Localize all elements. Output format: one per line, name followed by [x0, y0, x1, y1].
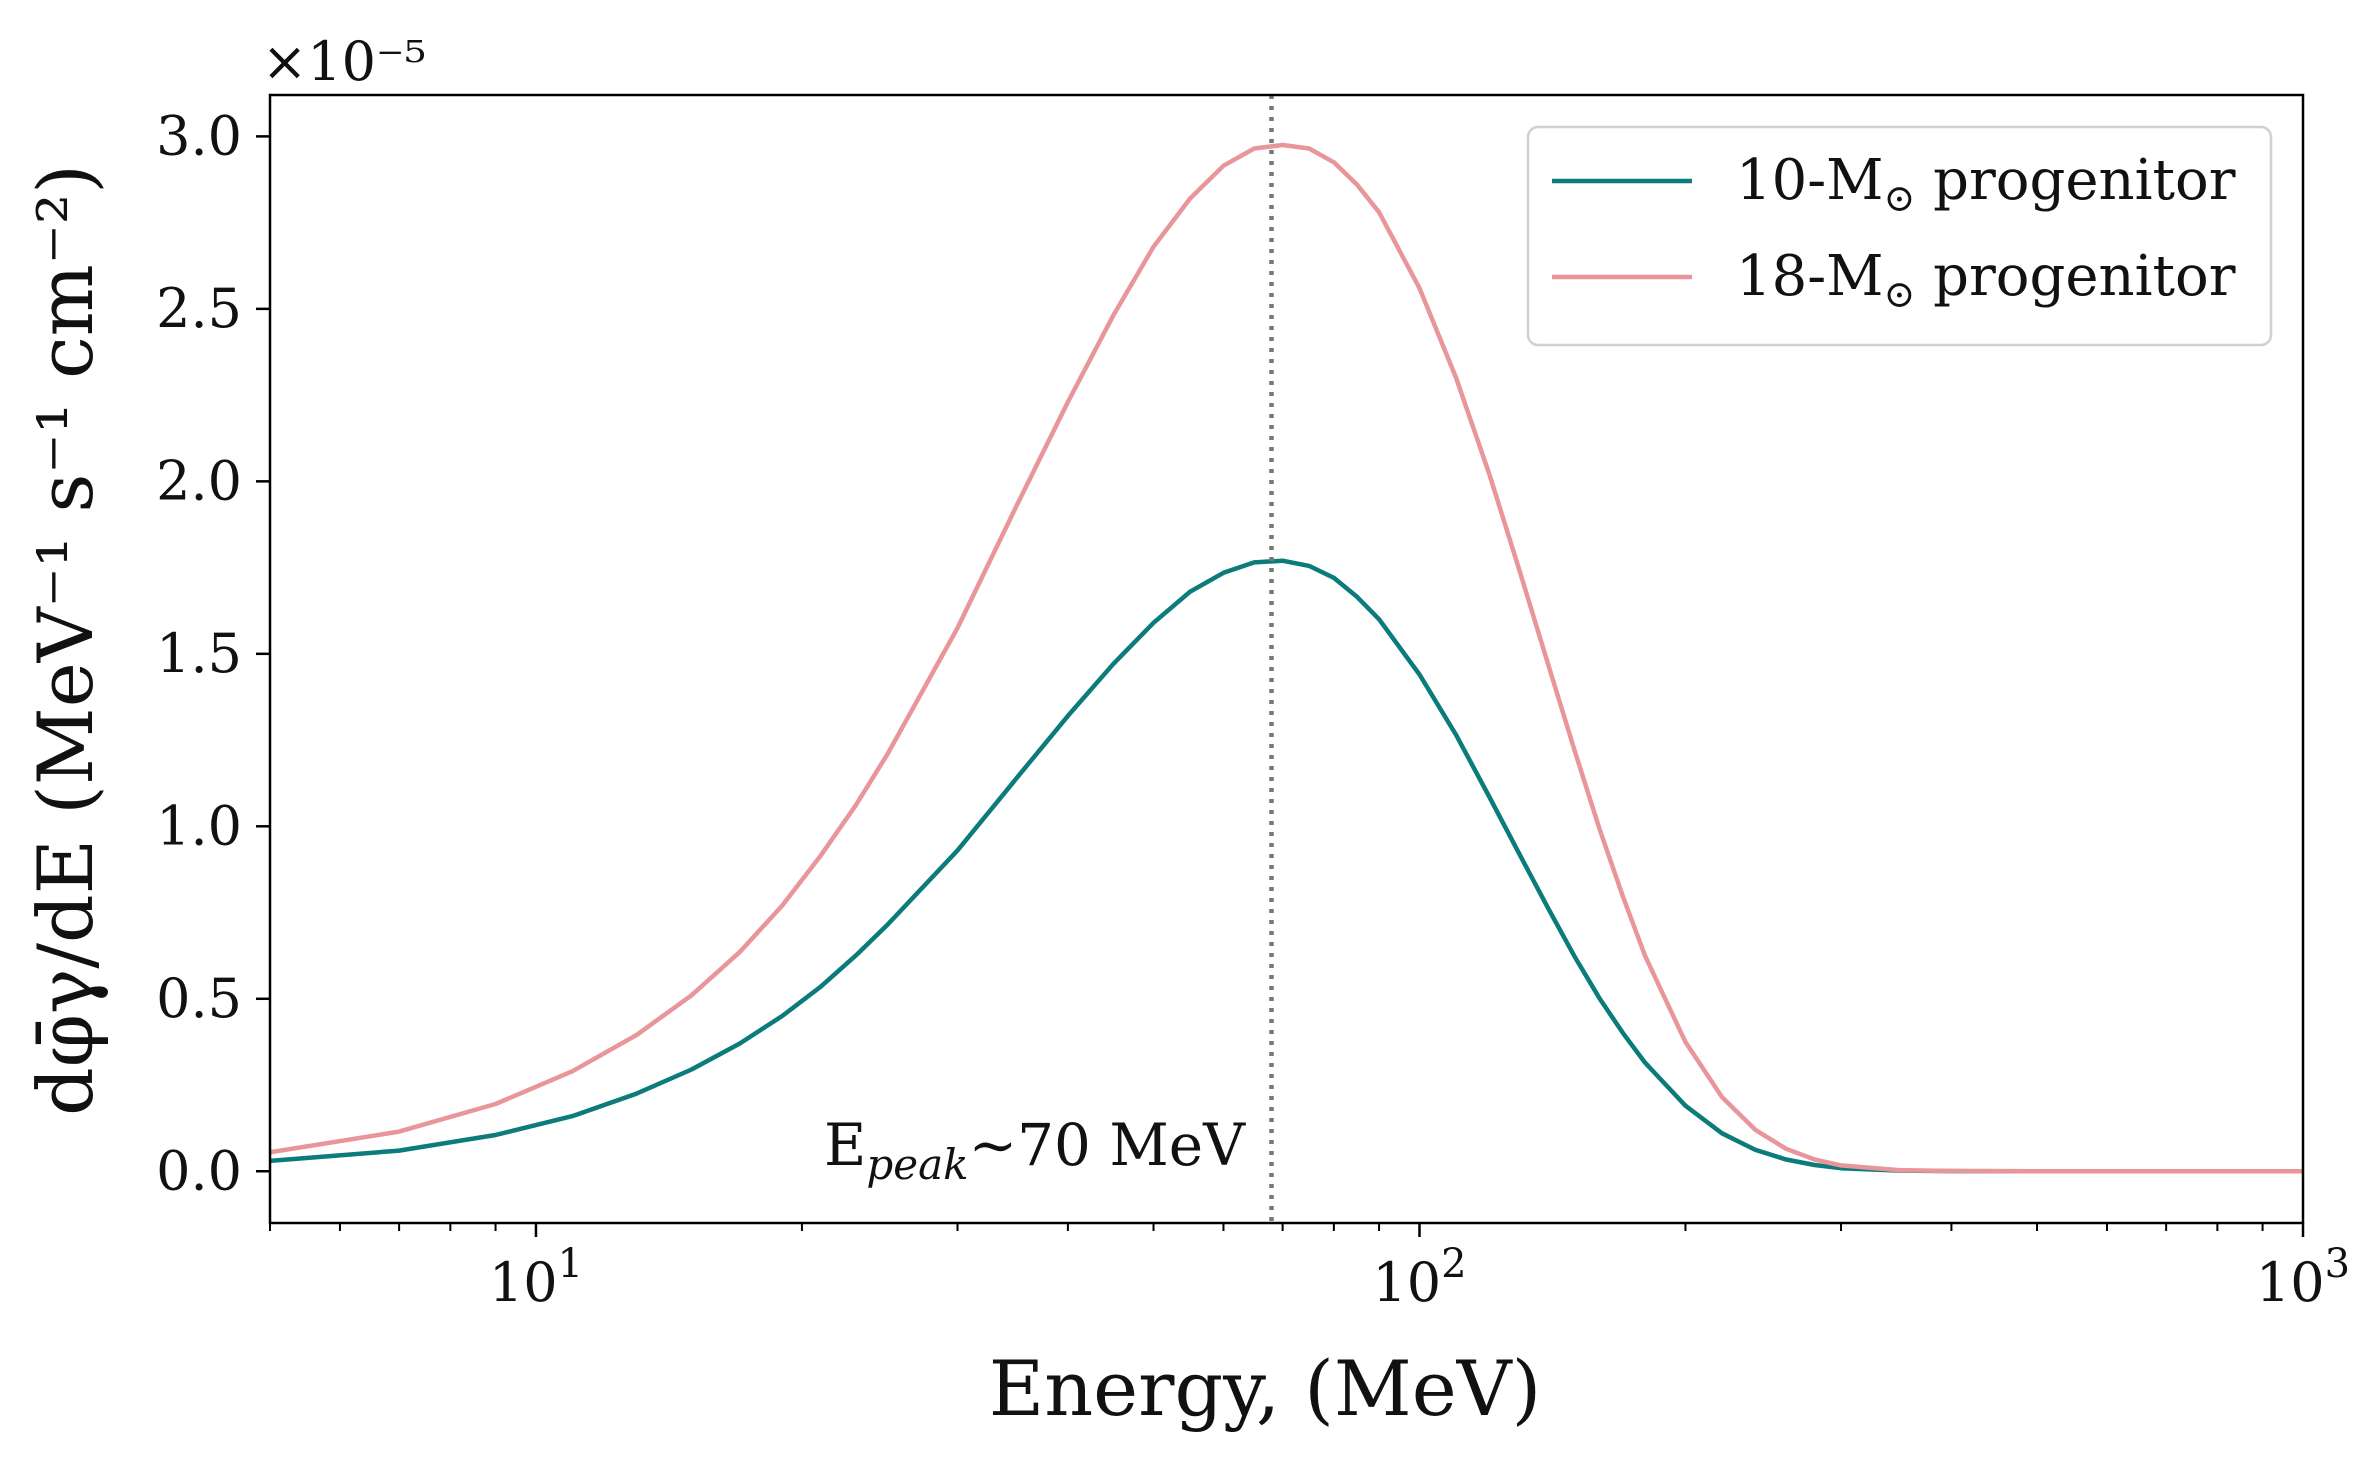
- plot-frame: [268, 93, 2305, 1225]
- y-tick-label: 0.5: [156, 967, 242, 1030]
- x-axis-title: Energy, (MeV): [989, 1344, 1542, 1433]
- y-axis-multiplier: ×10⁻⁵: [262, 30, 426, 93]
- x-tick-label: 103: [2256, 1241, 2350, 1314]
- y-tick-label: 1.0: [156, 794, 242, 857]
- peak-annotation: Epeak∼70 MeV: [824, 1111, 1246, 1189]
- x-tick-label: 102: [1372, 1241, 1466, 1314]
- x-tick-label: 101: [489, 1241, 583, 1314]
- x-axis: 101 102 103: [269, 1223, 2350, 1314]
- plot-area: [270, 95, 2303, 1223]
- legend: 10-M⊙ progenitor 18-M⊙ progenitor: [1526, 125, 2273, 347]
- y-tick-label: 2.0: [156, 449, 242, 512]
- series-line-2: [270, 142, 2303, 1174]
- legend-label-1: 10-M⊙ progenitor: [1736, 148, 2236, 220]
- y-tick-label: 2.5: [156, 277, 242, 340]
- y-tick-label: 0.0: [156, 1139, 242, 1202]
- y-tick-label: 3.0: [156, 104, 242, 167]
- legend-label-2: 18-M⊙ progenitor: [1736, 244, 2236, 316]
- legend-box: [1526, 125, 2273, 347]
- series-line-1: [270, 558, 2303, 1174]
- y-axis-title: dφ̄γ/dE (MeV⁻¹ s⁻¹ cm⁻²): [21, 164, 110, 1116]
- y-axis: 0.0 0.5 1.0 1.5 2.0 2.5 3.0: [156, 104, 270, 1202]
- y-tick-label: 1.5: [156, 622, 242, 685]
